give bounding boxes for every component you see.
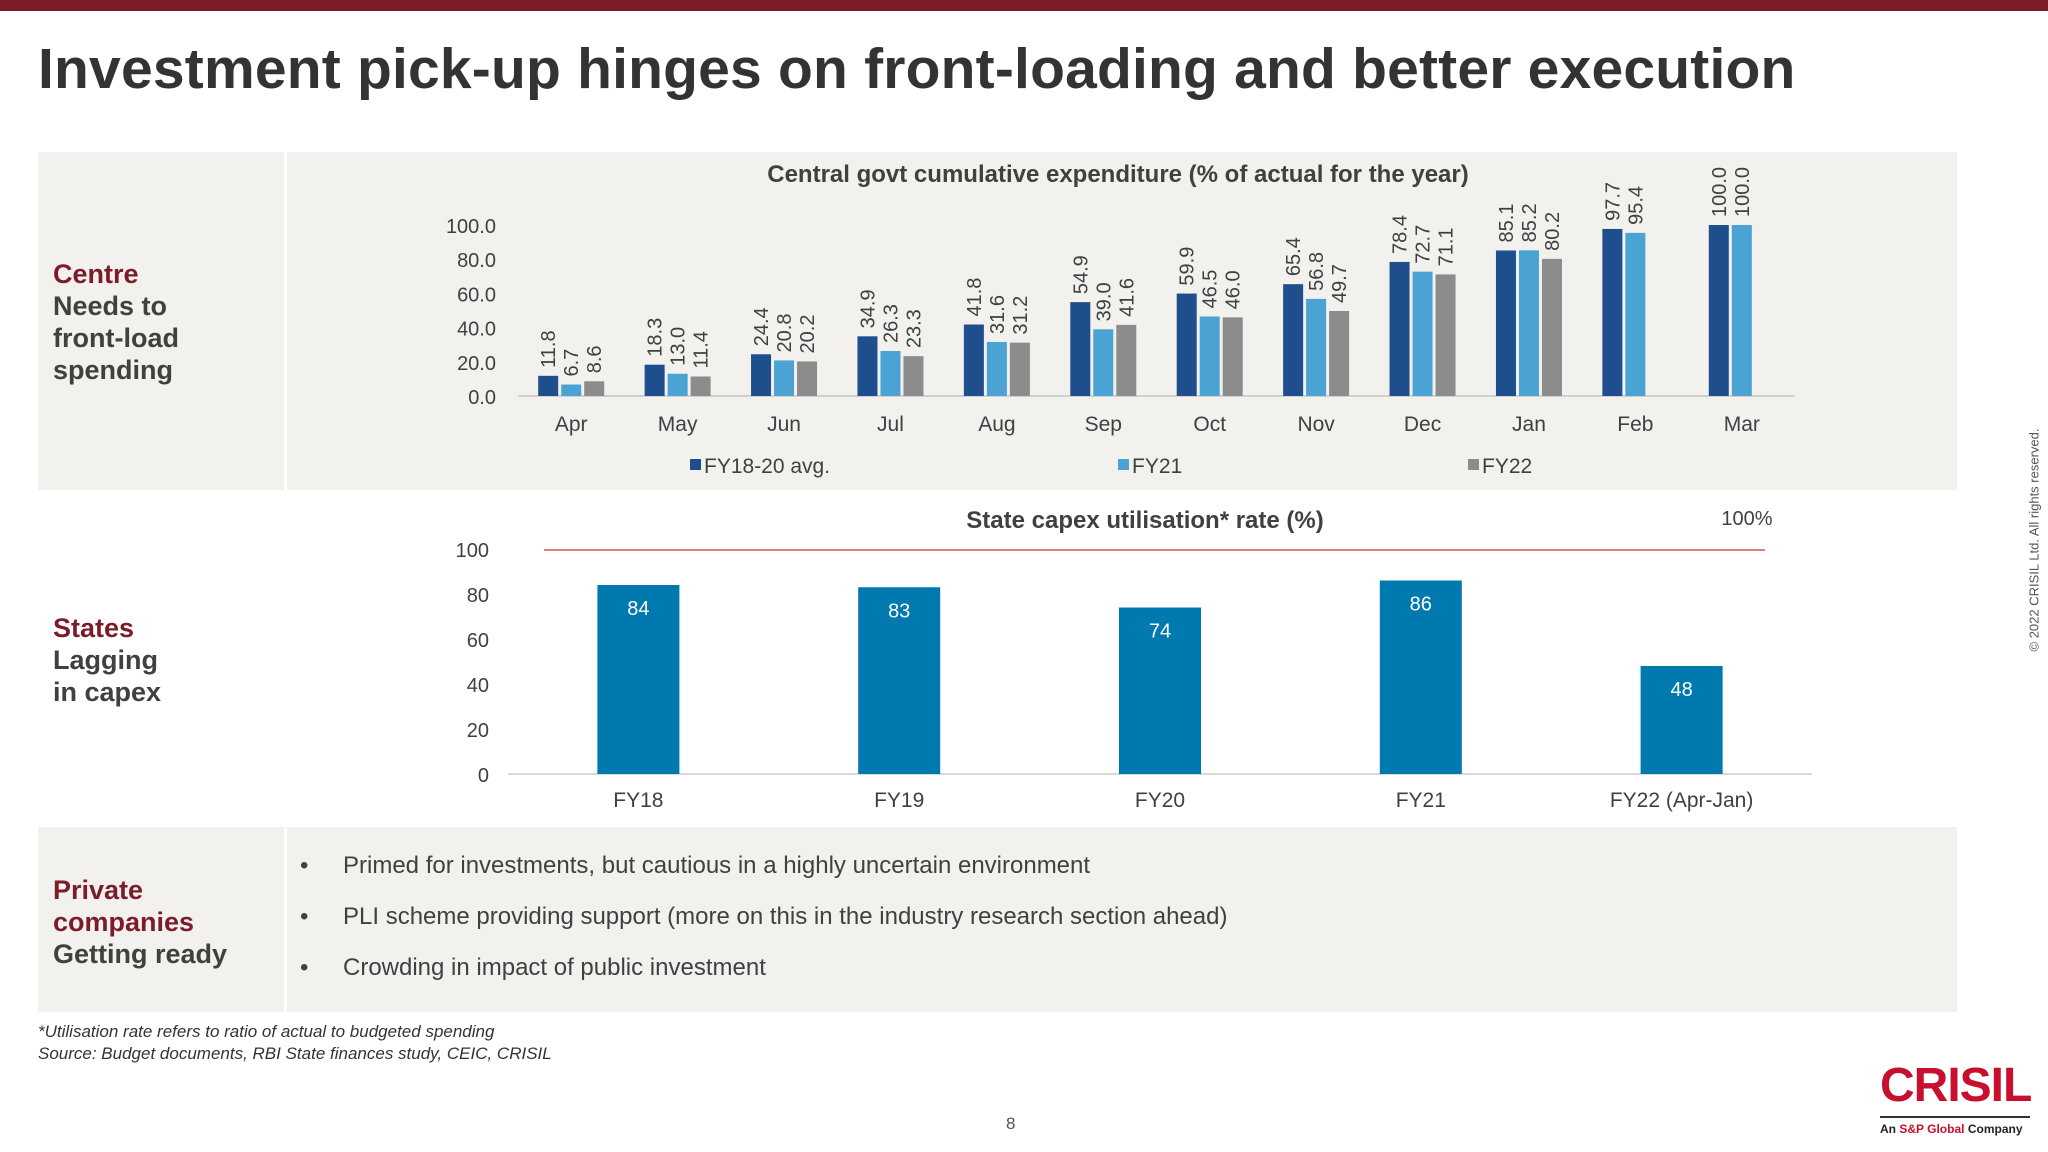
page-title: Investment pick-up hinges on front-loadi… (38, 37, 1796, 101)
source-note: Source: Budget documents, RBI State fina… (38, 1044, 552, 1063)
centre-label-heading: Centre (53, 259, 139, 289)
bullet-text: PLI scheme providing support (more on th… (343, 903, 1228, 930)
states-row: States Lagging in capex (38, 490, 1957, 827)
logo-tagline-brand: S&P Global (1899, 1122, 1965, 1136)
private-row: Private companies Getting ready (38, 827, 1957, 1012)
centre-label-line: spending (53, 355, 173, 385)
private-row-label-cell (38, 827, 287, 1012)
private-label-heading: companies (53, 907, 195, 937)
footnote: *Utilisation rate refers to ratio of act… (38, 1022, 495, 1041)
states-label-heading: States (53, 613, 135, 643)
logo-tagline-prefix: An (1880, 1122, 1900, 1136)
bullet-text: Primed for investments, but cautious in … (343, 852, 1091, 879)
centre-row-label-cell (38, 152, 287, 490)
page-number: 8 (1006, 1114, 1016, 1133)
centre-label-line: Needs to (53, 291, 168, 321)
states-row-label: States Lagging in capex (53, 612, 161, 708)
centre-label-line: front-load (53, 323, 179, 353)
top-accent-bar (0, 0, 2048, 11)
bullet-dot: • (300, 852, 309, 879)
bullet-text: Crowding in impact of public investment (343, 954, 766, 981)
logo-wordmark: CRISIL (1880, 1059, 2032, 1112)
states-label-line: Lagging (53, 645, 158, 675)
bullet-dot: • (300, 954, 309, 981)
logo-tagline: An S&P Global Company (1880, 1122, 2031, 1136)
logo-tagline-suffix: Company (1964, 1122, 2023, 1136)
copyright-notice: © 2022 CRISIL Ltd. All rights reserved. (2026, 428, 2042, 652)
private-label-heading: Private (53, 875, 144, 905)
logo-rule (1880, 1116, 2030, 1118)
centre-row-label: Centre Needs to front-load spending (53, 258, 179, 386)
private-label-line: Getting ready (53, 939, 228, 969)
centre-row: Centre Needs to front-load spending (38, 152, 1957, 490)
states-label-line: in capex (53, 677, 162, 707)
bullet-dot: • (300, 903, 309, 930)
crisil-logo: CRISIL An S&P Global Company (1880, 1059, 2032, 1136)
private-row-label: Private companies Getting ready (53, 874, 227, 970)
